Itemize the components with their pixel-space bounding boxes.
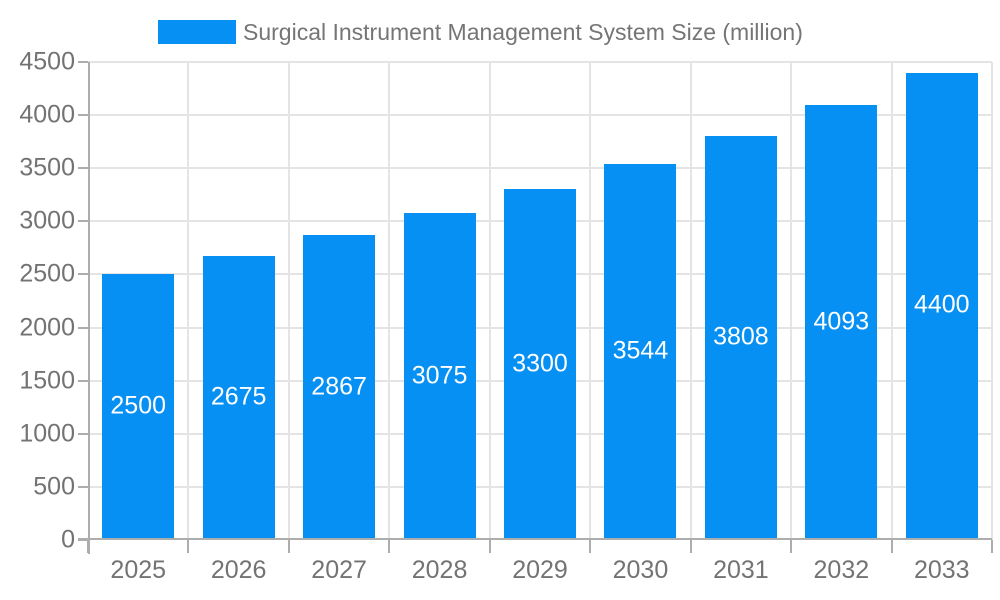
y-axis-label: 1500: [19, 366, 75, 395]
bar-2027[interactable]: 2867: [303, 235, 376, 538]
y-axis-label: 0: [61, 525, 75, 554]
y-axis-label: 2500: [19, 259, 75, 288]
gridline-v-8: [890, 62, 893, 540]
x-axis-tick: [589, 540, 592, 553]
y-axis-tick: [78, 220, 88, 223]
gridline-v-2: [287, 62, 290, 540]
x-axis-tick: [790, 540, 793, 553]
y-axis-tick: [78, 326, 88, 329]
y-axis-label: 3000: [19, 206, 75, 235]
bar-value-label: 2500: [110, 391, 167, 420]
x-axis-tick: [890, 540, 893, 553]
x-axis-label: 2033: [913, 556, 970, 584]
gridline-h-3500: [88, 167, 992, 170]
y-axis-tick: [78, 61, 88, 63]
bar-value-label: 3075: [411, 361, 468, 390]
gridline-v-1: [187, 62, 190, 540]
chart-legend[interactable]: Surgical Instrument Management System Si…: [158, 20, 803, 44]
bar-value-label: 2867: [311, 372, 367, 401]
y-axis-label: 3500: [19, 153, 75, 182]
legend-swatch-icon: [158, 20, 236, 44]
x-axis-tick: [187, 540, 190, 553]
y-axis-tick: [78, 379, 88, 382]
y-axis-tick: [78, 167, 88, 170]
plot-area: 0 500 1000 1500 2000 2500 3000 3500 4000 4500 2500…: [19, 48, 993, 584]
x-axis-label: 2025: [110, 556, 167, 584]
x-axis-line: [78, 538, 992, 540]
y-axis-tick: [78, 273, 88, 276]
gridline-h-4500: [88, 61, 992, 63]
bar-value-label: 2675: [210, 382, 267, 411]
bar-value-label: 3300: [512, 349, 568, 378]
x-axis-label: 2026: [210, 556, 267, 584]
x-axis-label: 2030: [612, 556, 669, 584]
bar-2030[interactable]: 3544: [604, 163, 677, 538]
x-axis-label: 2027: [311, 556, 367, 584]
x-axis-tick: [287, 540, 290, 553]
bar-2033[interactable]: 4400: [905, 72, 978, 538]
bar-2032[interactable]: 4093: [805, 105, 878, 538]
y-axis-tick: [78, 432, 88, 435]
bar-value-label: 3544: [612, 336, 669, 365]
x-axis-tick: [388, 540, 391, 553]
bar-value-label: 4400: [913, 290, 970, 319]
gridline-v-7: [790, 62, 793, 540]
y-axis-tick: [78, 485, 88, 488]
x-axis-tick: [488, 540, 491, 553]
x-axis-label: 2029: [512, 556, 568, 584]
y-axis-label: 2000: [19, 313, 75, 342]
gridline-v-5: [589, 62, 592, 540]
y-axis-label: 4500: [19, 47, 75, 76]
y-axis-line: [88, 62, 90, 554]
bar-2029[interactable]: 3300: [504, 189, 576, 538]
x-axis-label: 2032: [813, 556, 870, 584]
gridline-v-6: [689, 62, 692, 540]
bar-2028[interactable]: 3075: [403, 213, 476, 538]
bar-2026[interactable]: 2675: [202, 255, 275, 538]
x-axis-label: 2031: [713, 556, 769, 584]
gridline-v-9: [991, 62, 993, 540]
x-axis-tick: [689, 540, 692, 553]
bar-value-label: 3808: [713, 322, 769, 351]
bar-2031[interactable]: 3808: [704, 135, 777, 538]
y-axis-label: 500: [33, 472, 75, 501]
y-axis-label: 1000: [19, 419, 75, 448]
gridline-v-4: [488, 62, 491, 540]
legend-label: Surgical Instrument Management System Si…: [243, 19, 803, 45]
x-axis-tick: [991, 540, 993, 553]
y-axis-tick: [78, 114, 88, 117]
y-axis-tick: [78, 539, 88, 541]
y-axis-label: 4000: [19, 100, 75, 129]
gridline-v-3: [388, 62, 391, 540]
bar-value-label: 4093: [813, 307, 870, 336]
bar-2025[interactable]: 2500: [102, 274, 175, 538]
gridline-h-4000: [88, 114, 992, 117]
x-axis-label: 2028: [411, 556, 468, 584]
